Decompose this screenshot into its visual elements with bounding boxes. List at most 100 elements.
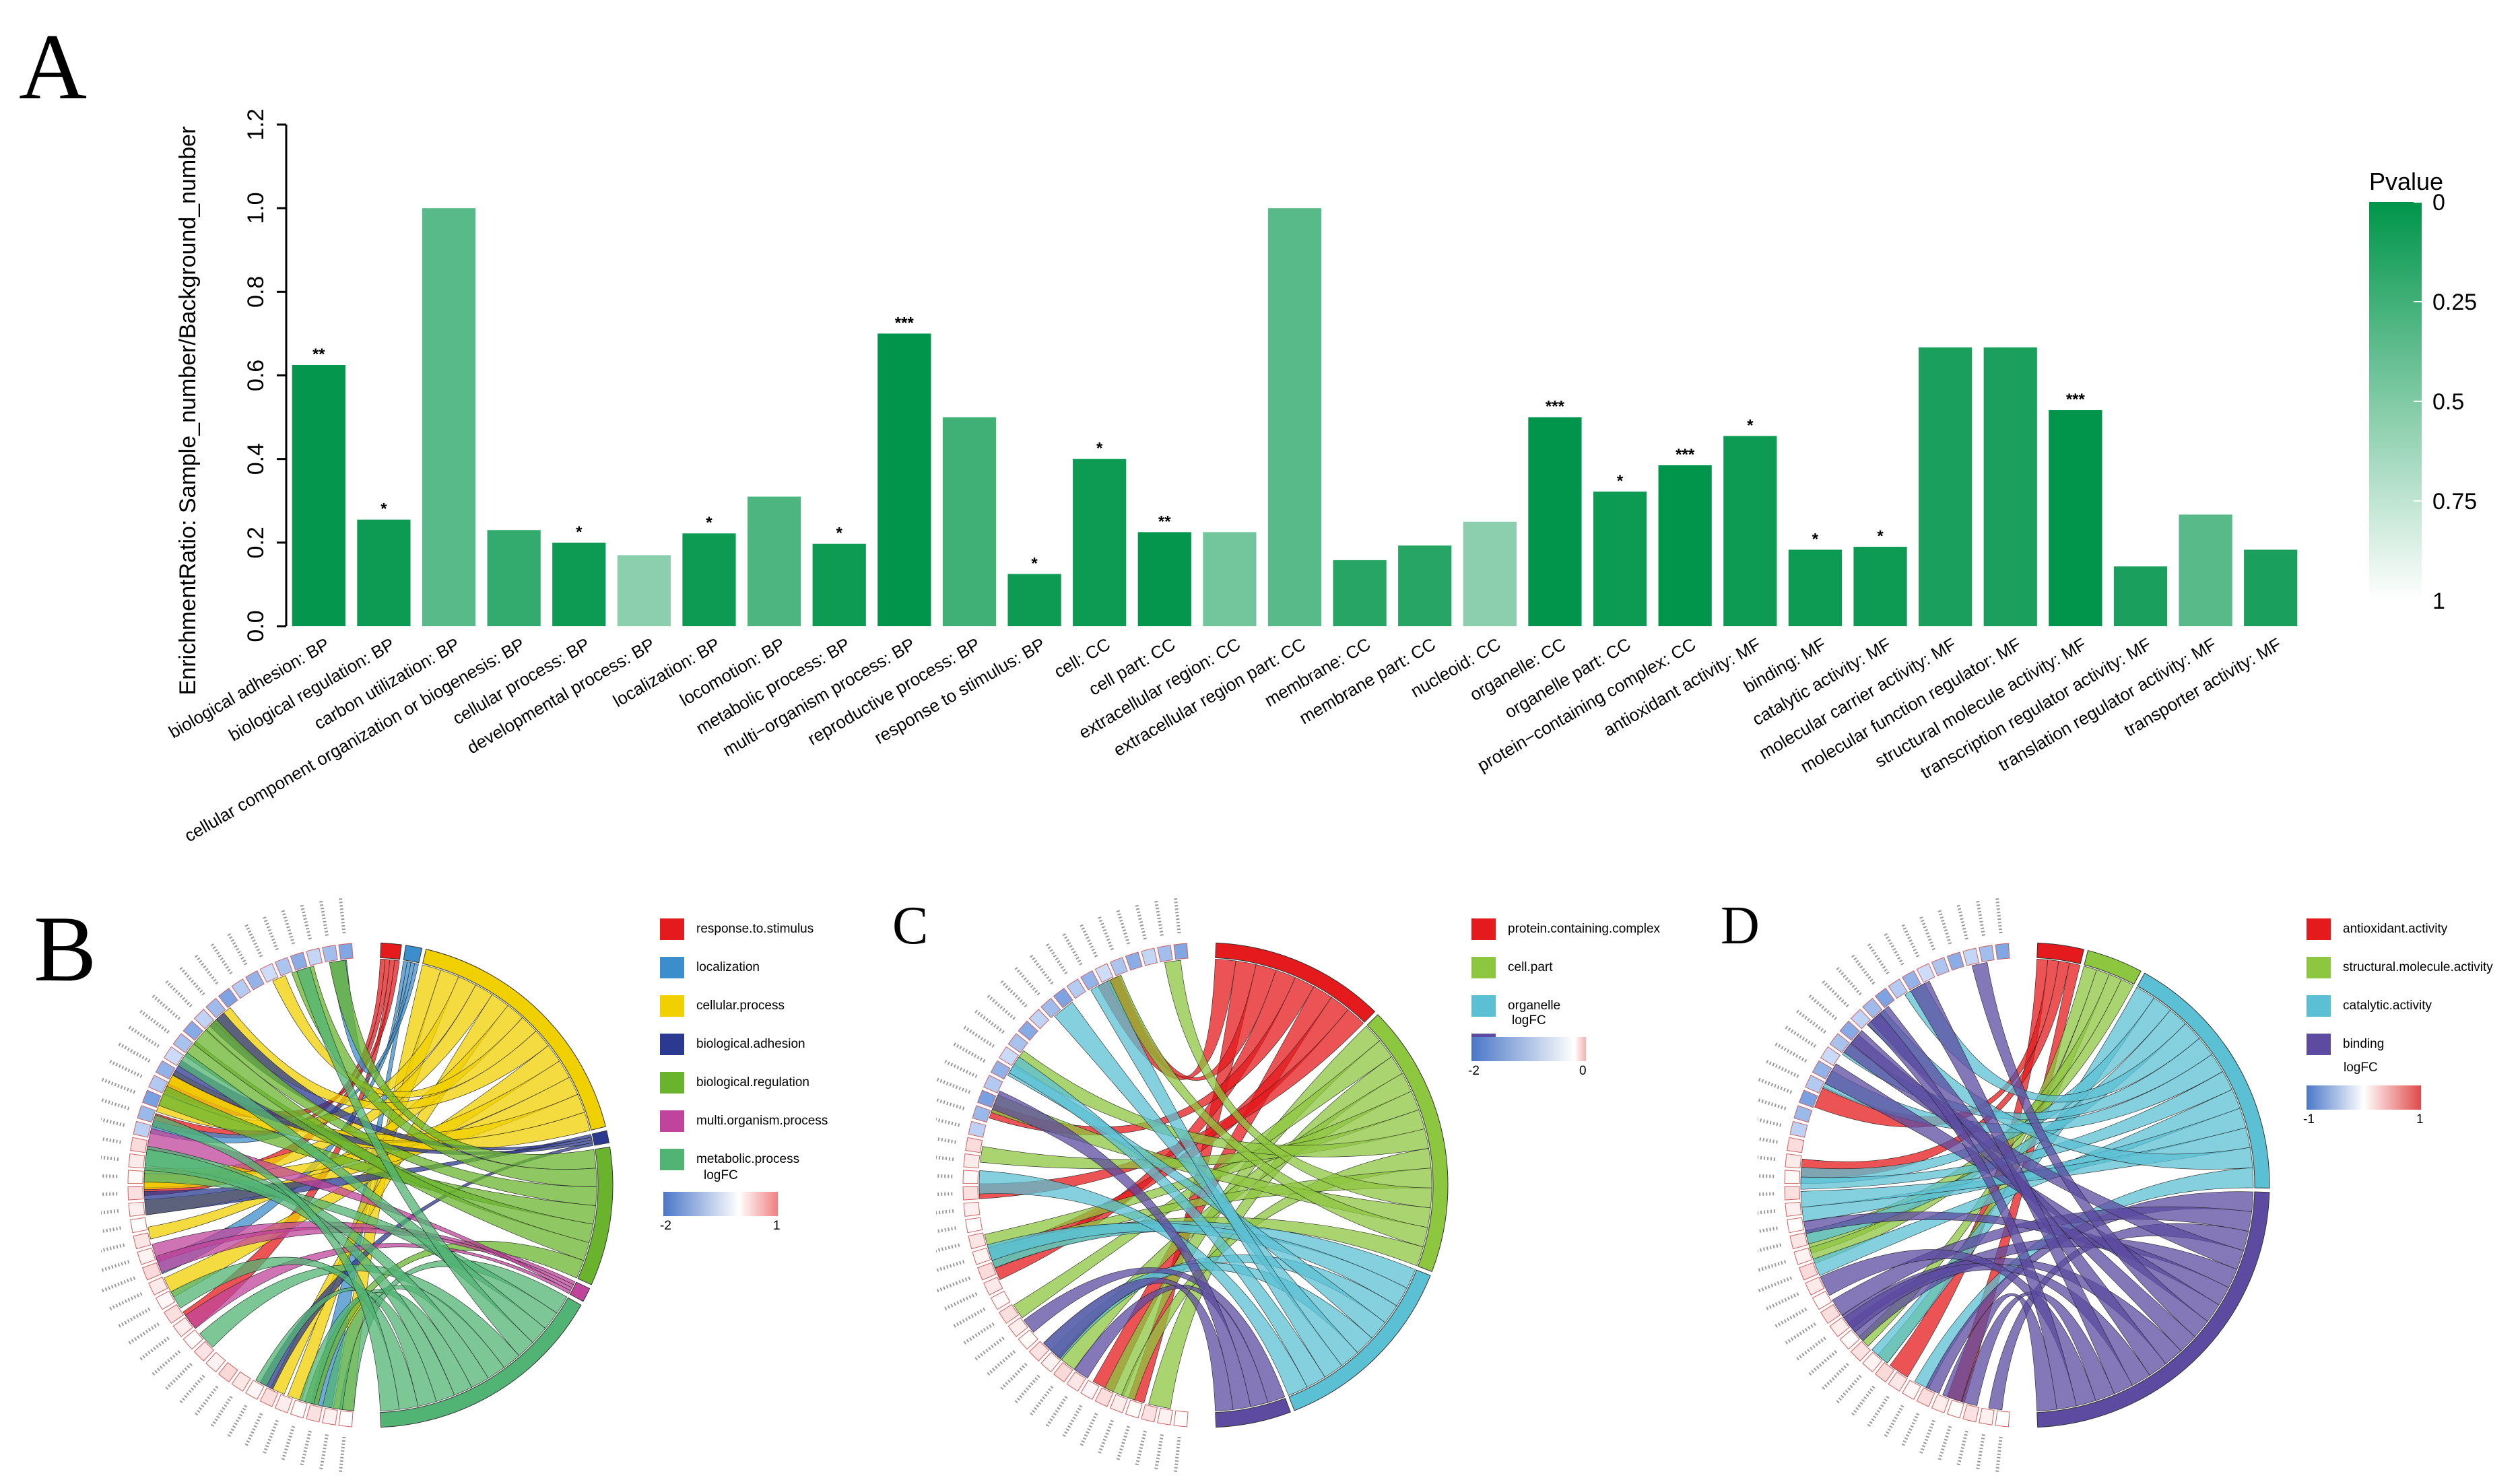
gene-label-mark <box>244 922 263 958</box>
bar <box>682 533 736 626</box>
gene-segment <box>155 1290 176 1310</box>
gene-label-mark <box>923 1243 960 1256</box>
gene-label-mark <box>1808 993 1838 1020</box>
gene-segment <box>1784 1186 1801 1201</box>
gene-label-mark <box>88 1243 125 1256</box>
gene-label-mark <box>1079 922 1098 958</box>
legend-item: catalytic.activity <box>2307 993 2432 1019</box>
gene-segment <box>972 1247 991 1265</box>
bar <box>1073 459 1127 626</box>
gene-label-mark <box>281 1425 296 1462</box>
gene-label-mark <box>1820 979 1849 1008</box>
gene-segment <box>205 997 226 1019</box>
gene-segment <box>141 1089 162 1108</box>
legend-label: biological.regulation <box>696 1075 809 1089</box>
gene-label-mark <box>108 1292 143 1311</box>
gene-segment <box>1946 1399 1964 1419</box>
y-tick-label: 0.6 <box>243 360 269 391</box>
chord-ribbon <box>1867 1013 2077 1410</box>
legend-tick-label: 0.25 <box>2432 290 2477 315</box>
gene-segment <box>1805 1277 1825 1296</box>
y-tick-label: 1.0 <box>243 193 269 224</box>
gene-segment <box>1066 978 1086 999</box>
gene-segment <box>183 1329 203 1350</box>
gene-label-mark <box>226 1405 248 1438</box>
gene-label-mark <box>1866 1395 1890 1428</box>
gene-label-mark <box>935 1077 971 1094</box>
gene-segment <box>965 1137 983 1153</box>
gene-segment <box>1007 1033 1028 1054</box>
chord-ribbon <box>193 1029 590 1261</box>
gene-label-mark <box>1737 1192 1775 1197</box>
term-sector <box>380 942 402 960</box>
gene-label-mark <box>1835 966 1862 996</box>
gene-segment <box>1902 970 1921 990</box>
gene-segment <box>1040 997 1061 1019</box>
gene-label-mark <box>1741 1134 1778 1144</box>
bar <box>2179 514 2232 626</box>
gene-segment <box>1829 1316 1850 1337</box>
legend-swatch <box>1471 995 1496 1017</box>
gene-label-mark <box>1045 1395 1068 1428</box>
gene-segment <box>1094 963 1114 983</box>
gene-label-mark <box>1061 932 1083 966</box>
gene-label-mark <box>1738 1209 1776 1217</box>
gene-label-mark <box>923 1114 960 1127</box>
gene-label-mark <box>1061 1405 1083 1438</box>
legend-label: response.to.stimulus <box>696 922 814 936</box>
gene-segment <box>1109 1394 1128 1413</box>
term-sector <box>1215 1397 1291 1428</box>
gene-segment <box>245 970 265 990</box>
legend-swatch <box>2307 918 2331 940</box>
gene-segment <box>1028 1009 1050 1030</box>
logfc-title-b: logFC <box>704 1168 738 1182</box>
chord-diagram-b <box>81 897 614 1473</box>
gene-segment <box>274 957 293 976</box>
term-sector <box>403 945 423 964</box>
bar <box>747 496 801 626</box>
gene-label-mark <box>1116 908 1131 945</box>
bar <box>1203 532 1257 626</box>
gene-label-mark <box>164 1362 193 1391</box>
panel-label-b: B <box>34 897 97 1001</box>
gene-label-mark <box>1116 1425 1131 1462</box>
chord-ribbon <box>979 1170 1308 1396</box>
panel-label-c: C <box>892 896 929 955</box>
logfc-min-c: -2 <box>1468 1064 1480 1078</box>
legend-item: localization <box>660 954 760 981</box>
gene-label-mark <box>117 1307 151 1329</box>
gene-label-mark <box>164 979 193 1008</box>
significance-label: *** <box>1676 446 1695 464</box>
gene-segment <box>1862 997 1883 1019</box>
gene-segment <box>322 945 338 963</box>
gene-label-mark <box>1795 1337 1826 1362</box>
significance-label: *** <box>1546 398 1565 416</box>
gene-segment <box>1785 1153 1802 1169</box>
logfc-max-c: 0 <box>1579 1064 1587 1078</box>
chord-panel-c: protein.containing.complex cell.part organ… <box>916 896 1744 1475</box>
bar <box>1267 208 1322 627</box>
y-axis-label: EnrichmentRatio: Sample_number/Backgroun… <box>175 127 201 696</box>
gene-segment <box>1789 1232 1808 1250</box>
gene-label-mark <box>319 1434 329 1471</box>
gene-label-mark <box>1028 1385 1054 1417</box>
significance-label: * <box>1031 554 1038 572</box>
chord-diagram-c <box>916 897 1449 1473</box>
gene-segment <box>1789 1120 1808 1138</box>
gene-label-mark <box>986 993 1016 1020</box>
legend-item: cell.part <box>1471 954 1553 981</box>
gene-label-mark <box>1173 1436 1181 1473</box>
gene-label-mark <box>1757 1276 1793 1293</box>
legend-label: multi.organism.process <box>696 1114 828 1128</box>
chord-ribbon <box>1910 980 2133 1395</box>
gene-segment <box>976 1089 997 1108</box>
gene-segment <box>1931 1394 1950 1413</box>
bar <box>1919 347 1972 626</box>
gene-label-mark <box>127 1025 160 1048</box>
gene-segment <box>1793 1105 1813 1123</box>
gene-label-mark <box>138 1009 170 1034</box>
gene-label-mark <box>1937 908 1952 945</box>
legend-item: structural.molecule.activity <box>2307 954 2493 981</box>
gene-label-mark <box>1045 942 1068 975</box>
legend-swatch <box>660 918 684 940</box>
